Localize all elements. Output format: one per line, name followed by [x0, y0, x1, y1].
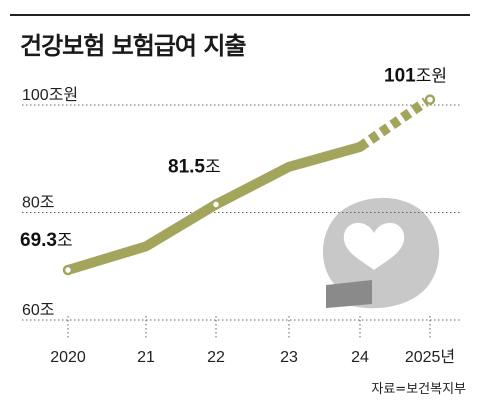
watermark-logo: [322, 197, 440, 309]
data-label-2025년: 101조원: [384, 66, 447, 87]
x-tick-label: 2025년: [405, 348, 455, 366]
data-label-2020: 69.3조: [20, 230, 73, 251]
x-tick-label: 22: [207, 349, 225, 366]
data-points: [62, 94, 436, 276]
data-point-22: [210, 199, 222, 210]
y-tick-label: 60조: [22, 302, 55, 319]
chart-title: 건강보험 보험급여 지출: [20, 32, 247, 60]
x-tick-label: 21: [137, 349, 155, 366]
source-note: 자료=보건복지부: [371, 382, 466, 397]
data-labels: 69.3조 81.5조 101조원: [20, 66, 447, 251]
data-label-22: 81.5조: [168, 156, 221, 177]
top-rule: [10, 14, 470, 16]
x-tick-labels: 2020 21 22 23 24 2025년: [50, 316, 455, 366]
series-line-projected: [357, 97, 429, 152]
y-tick-labels: 100조원 80조 60조: [22, 86, 78, 319]
y-tick-label: 100조원: [22, 86, 78, 104]
data-point-2025년: [424, 94, 436, 105]
data-point-2020: [62, 264, 74, 276]
x-tick-label: 24: [351, 349, 369, 366]
grid-lines: [22, 104, 462, 321]
x-tick-label: 23: [280, 349, 298, 366]
y-tick-label: 80조: [22, 195, 55, 212]
x-tick-label: 2020: [50, 349, 86, 366]
